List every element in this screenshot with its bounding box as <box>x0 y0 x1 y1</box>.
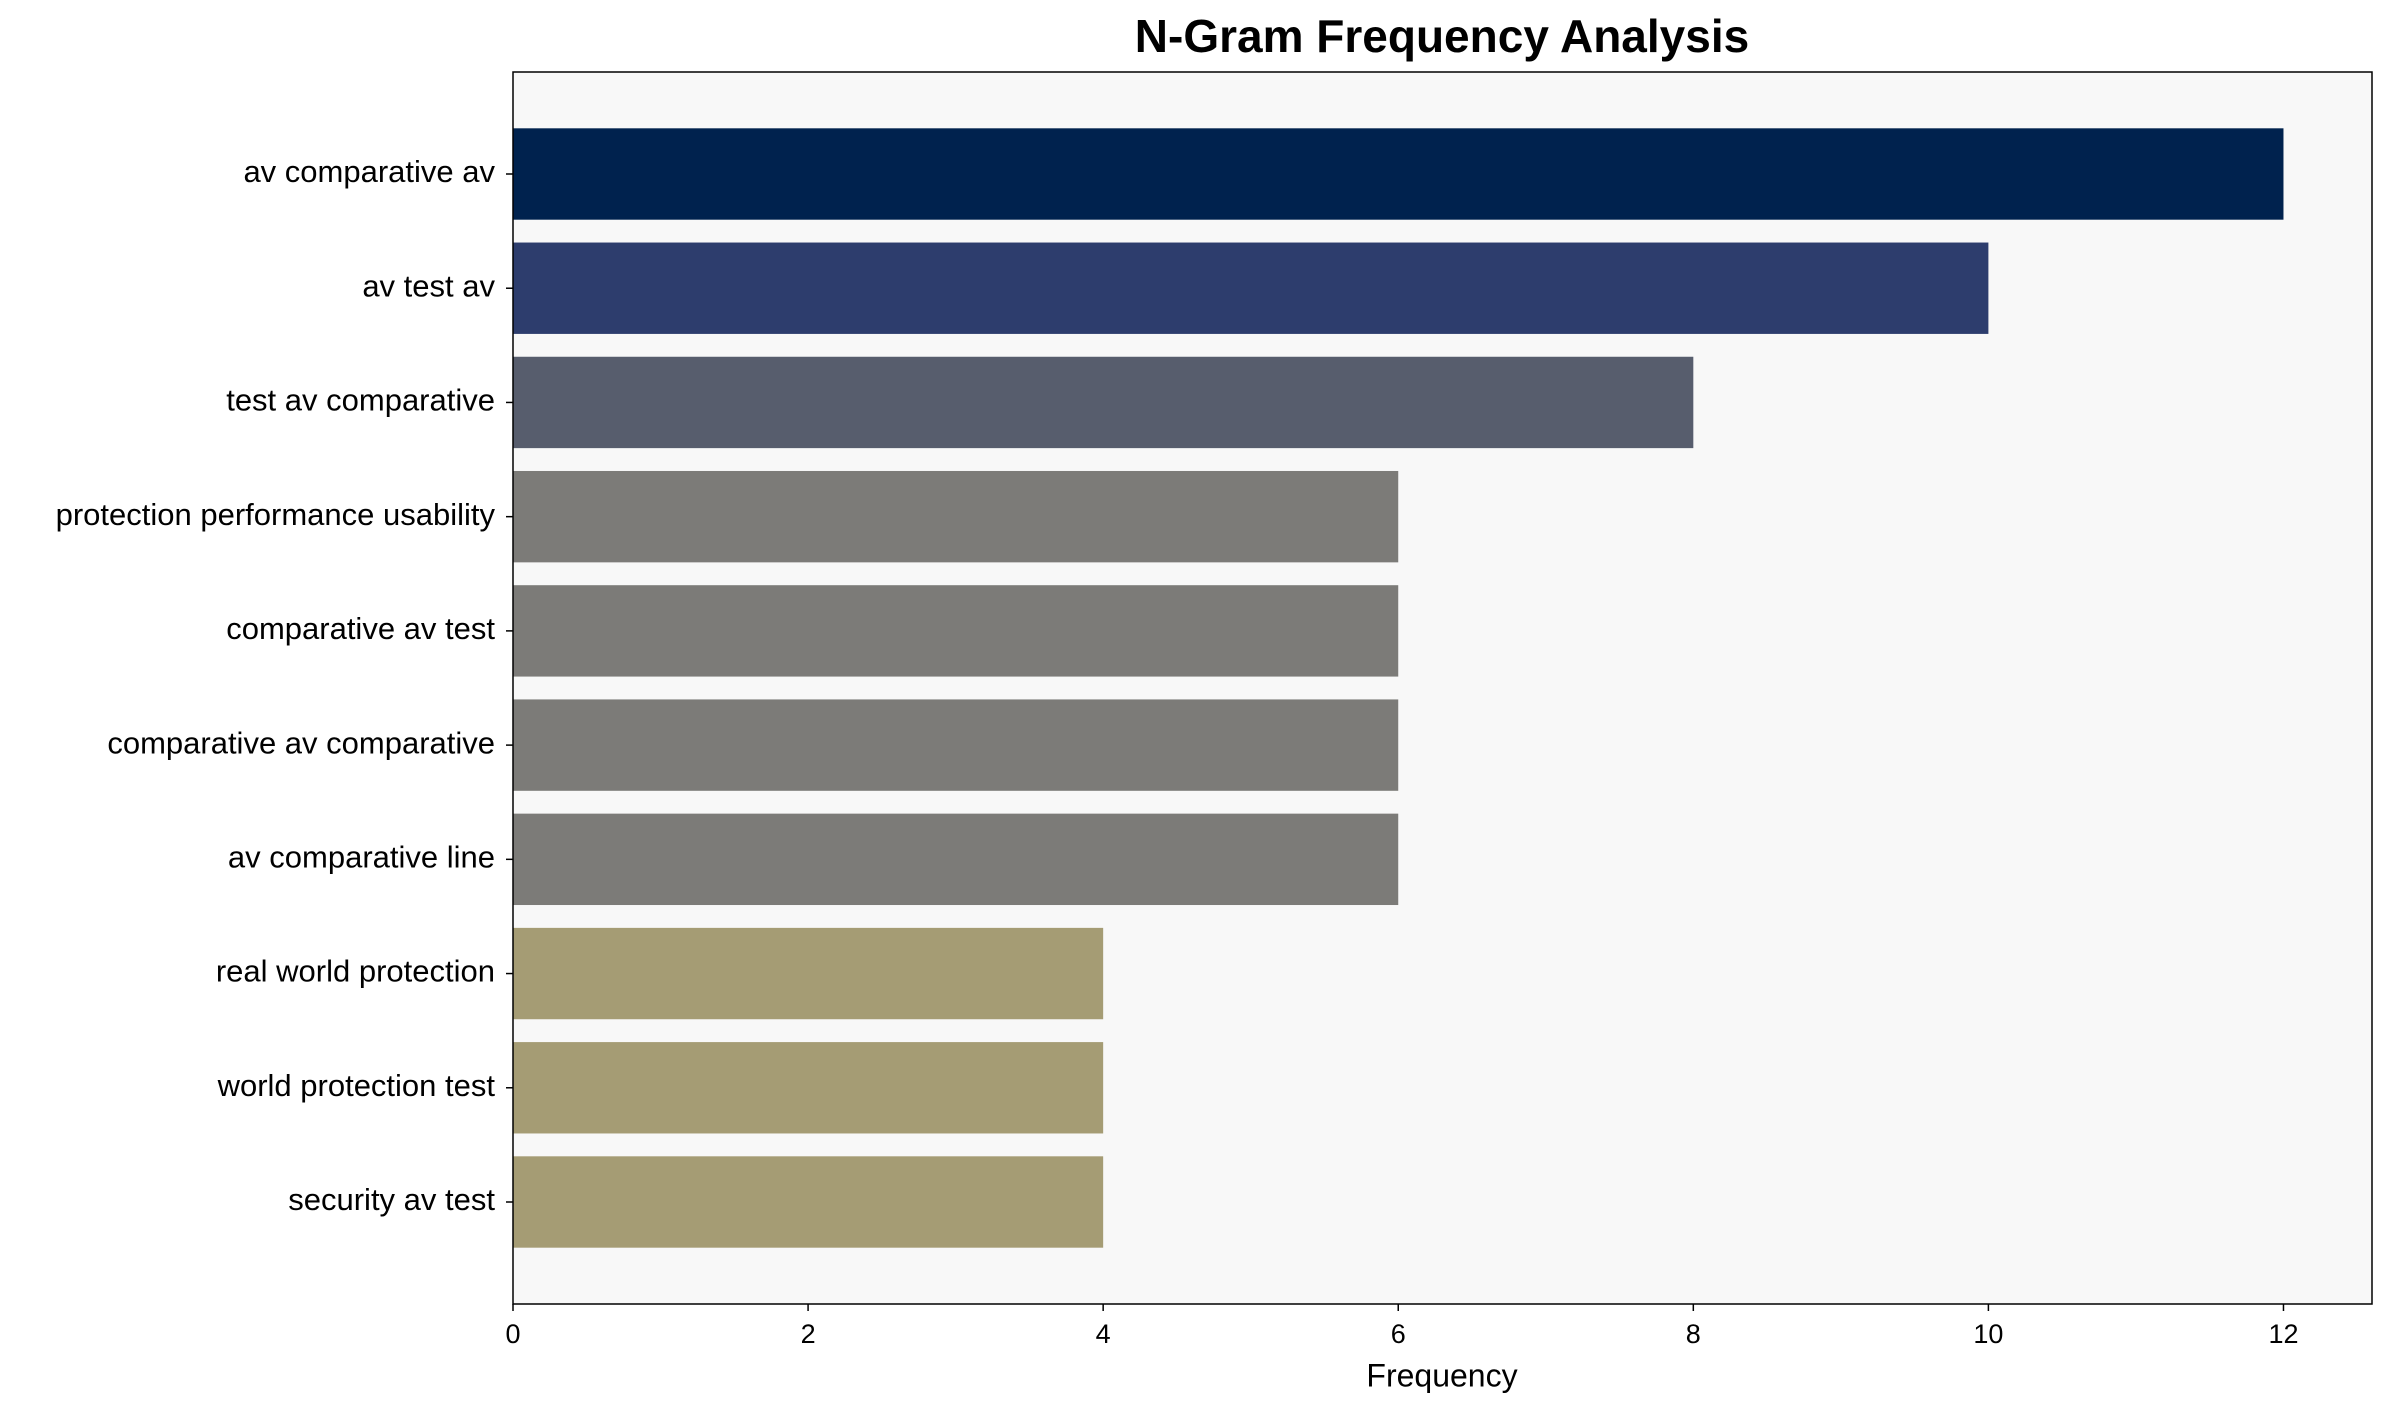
x-tick-label: 0 <box>505 1319 520 1349</box>
bar <box>513 1042 1104 1134</box>
x-axis-label: Frequency <box>1366 1357 1517 1393</box>
y-tick-label: comparative av test <box>226 611 495 646</box>
x-tick-label: 8 <box>1686 1319 1701 1349</box>
x-tick-label: 10 <box>1973 1319 2003 1349</box>
y-tick-label: av comparative line <box>228 840 495 875</box>
bar <box>513 813 1399 906</box>
bar <box>513 699 1399 791</box>
chart-title: N-Gram Frequency Analysis <box>1135 10 1749 62</box>
bar <box>513 128 2284 220</box>
y-tick-label: real world protection <box>216 954 495 989</box>
y-tick-label: av test av <box>362 268 495 303</box>
y-tick-label: comparative av comparative <box>107 725 495 760</box>
x-tick-label: 12 <box>2268 1319 2298 1349</box>
bar <box>513 927 1104 1020</box>
bar <box>513 1156 1104 1248</box>
y-tick-label: test av comparative <box>226 383 495 418</box>
bar <box>513 242 1989 334</box>
y-tick-label: world protection test <box>217 1068 496 1103</box>
bar <box>513 585 1399 677</box>
x-tick-label: 2 <box>801 1319 816 1349</box>
x-tick-label: 4 <box>1096 1319 1111 1349</box>
bar <box>513 356 1694 449</box>
plot-frame <box>512 71 2373 1305</box>
bar <box>513 470 1399 563</box>
y-tick-label: protection performance usability <box>56 497 496 532</box>
x-tick-label: 6 <box>1391 1319 1406 1349</box>
y-tick-label: av comparative av <box>243 154 495 189</box>
y-tick-label: security av test <box>288 1182 495 1217</box>
